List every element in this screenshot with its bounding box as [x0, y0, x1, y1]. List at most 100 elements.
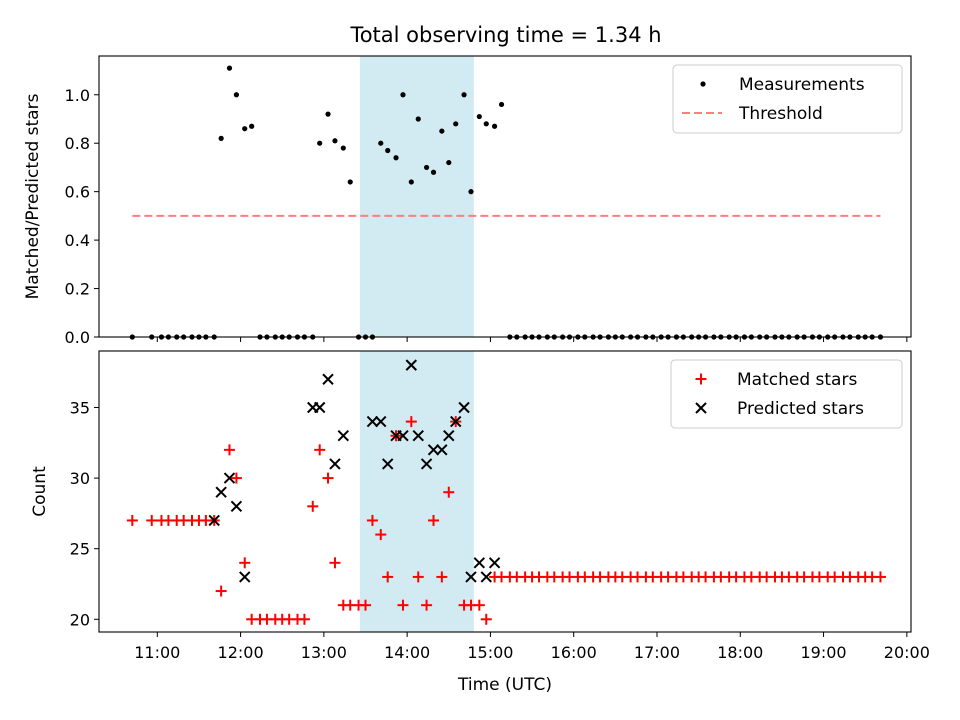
- top-panel-ratio: 0.0 0.2 0.4 0.6 0.8 1.0 Matched/Predicted star…: [23, 55, 912, 347]
- measurement-point: [430, 169, 437, 175]
- matched-point: [443, 486, 455, 498]
- predicted-point: [366, 415, 379, 428]
- predicted-point: [488, 557, 501, 569]
- predicted-point: [412, 430, 424, 442]
- predicted-point: [397, 430, 409, 442]
- measurement-point: [226, 65, 233, 71]
- measurement-point: [461, 92, 467, 98]
- measurement-point: [233, 92, 240, 98]
- predicted-point: [230, 500, 243, 513]
- axes-frame: [98, 55, 912, 338]
- y-tick-label: 35: [70, 398, 90, 417]
- y-tick-label: 30: [70, 469, 90, 488]
- legend-box: [672, 64, 903, 134]
- matched-point: [329, 557, 341, 569]
- measurement-point: [439, 128, 445, 134]
- bottom-panel-counts: 20 25 30 35 11:00 12:00 13:00 14:00 15:00 16:00 17…: [30, 350, 930, 695]
- chart-title: Total observing time = 1.34 h: [349, 23, 661, 47]
- predicted-point: [405, 359, 418, 371]
- measurement-point: [340, 145, 346, 151]
- axes-frame: [98, 350, 912, 633]
- legend-label: Matched stars: [737, 370, 857, 390]
- matched-point: [480, 613, 492, 625]
- x-tick-label: 18:00: [717, 643, 763, 662]
- matched-point: [412, 571, 424, 583]
- x-axis-label: Time (UTC): [457, 675, 552, 695]
- matched-point: [428, 514, 440, 526]
- x-tick-label: 17:00: [634, 643, 680, 662]
- measurement-point: [347, 179, 353, 185]
- predicted-point: [313, 401, 326, 414]
- y-tick-label: 25: [70, 540, 90, 559]
- predicted-point: [239, 571, 251, 583]
- measurement-point: [218, 135, 224, 141]
- legend-box: [670, 359, 903, 429]
- x-tick-label: 16:00: [551, 643, 597, 662]
- measurement-point: [325, 111, 331, 117]
- matched-point: [397, 599, 409, 611]
- matched-point: [421, 599, 433, 611]
- predicted-point: [480, 571, 492, 583]
- y-tick-label: 0.0: [65, 328, 90, 347]
- predicted-point: [473, 557, 486, 569]
- measurement-point: [385, 147, 391, 154]
- measurement-point: [332, 138, 338, 144]
- legend-marker-plus: [695, 373, 707, 385]
- matched-point: [307, 500, 319, 512]
- x-tick-label: 11:00: [134, 643, 180, 662]
- legend: Matched stars Predicted stars: [670, 359, 903, 429]
- legend: Measurements Threshold: [672, 64, 903, 134]
- predicted-point: [420, 458, 433, 470]
- predicted-point: [329, 458, 341, 470]
- predicted-point: [450, 415, 462, 428]
- matched-point: [146, 514, 158, 526]
- measurement-point: [378, 140, 384, 146]
- measurement-point: [393, 155, 399, 161]
- measurement-point: [483, 121, 489, 127]
- predicted-point: [215, 486, 227, 498]
- matched-point: [405, 416, 417, 428]
- legend-marker-dot: [700, 81, 706, 87]
- measurement-point: [408, 179, 414, 185]
- measurement-point: [446, 159, 452, 166]
- measurement-point: [498, 101, 505, 108]
- predicted-point: [208, 514, 220, 527]
- matched-point: [298, 613, 310, 625]
- measurement-point: [415, 116, 421, 122]
- matched-point: [215, 585, 227, 597]
- predicted-point: [382, 458, 394, 470]
- series-matched-stars: [126, 416, 886, 625]
- x-tick-label: 15:00: [467, 643, 513, 662]
- legend-label: Threshold: [738, 104, 823, 124]
- measurement-point: [317, 140, 323, 146]
- measurement-point: [468, 189, 474, 195]
- predicted-point: [337, 430, 350, 442]
- measurement-point: [249, 123, 255, 129]
- matched-point: [375, 529, 387, 541]
- y-tick-label: 0.2: [65, 280, 90, 299]
- legend-marker-x: [695, 402, 707, 414]
- matched-point: [314, 444, 326, 456]
- measurement-point: [453, 121, 459, 127]
- matched-point: [223, 444, 235, 456]
- predicted-point: [436, 444, 448, 456]
- predicted-point: [322, 373, 334, 385]
- predicted-point: [375, 415, 387, 428]
- x-tick-label: 12:00: [218, 643, 264, 662]
- measurement-point: [476, 113, 482, 120]
- x-tick-label: 20:00: [884, 643, 930, 662]
- matched-point: [239, 557, 251, 569]
- matched-point: [382, 571, 394, 583]
- predicted-point: [443, 430, 455, 442]
- measurement-point: [400, 92, 406, 98]
- y-tick-label: 1.0: [65, 86, 90, 105]
- observing-window-span: [359, 56, 474, 337]
- predicted-point: [458, 401, 470, 414]
- y-tick-label: 0.4: [65, 231, 90, 250]
- predicted-point: [427, 444, 440, 456]
- matched-point: [436, 571, 448, 583]
- matched-point: [874, 571, 886, 583]
- matched-point: [360, 599, 372, 611]
- x-tick-label: 13:00: [301, 643, 347, 662]
